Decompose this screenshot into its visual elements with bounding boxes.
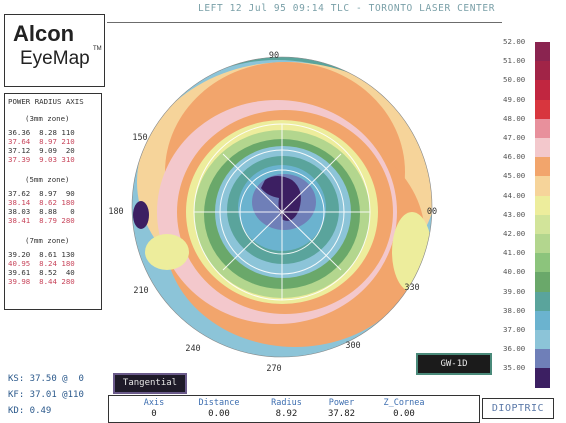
power-table-row: 37.62 8.97 90 (8, 189, 75, 198)
scale-label: 40.00 (503, 267, 526, 277)
distance-value: 0.00 (208, 409, 230, 419)
kf-readout: KF: 37.01 @110 (8, 390, 84, 400)
scale-swatch (535, 176, 550, 196)
zone-label: (7mm zone) (25, 236, 70, 245)
scale-label: 35.00 (503, 363, 526, 373)
scale-label: 52.00 (503, 37, 526, 46)
ks-readout: KS: 37.50 @ 0 (8, 374, 84, 384)
scale-swatch (535, 272, 550, 292)
scale-swatch (535, 368, 550, 388)
distance-header: Distance (198, 398, 240, 408)
power-table-row: 37.12 9.09 20 (8, 146, 75, 155)
power-table-row: 40.95 8.24 180 (8, 259, 75, 268)
scale-label: 41.00 (503, 248, 526, 258)
scale-label: 44.00 (503, 190, 526, 200)
power-table-row: 36.36 8.28 110 (8, 128, 75, 137)
logo-line2: EyeMap (20, 48, 90, 69)
scale-label: 49.00 (503, 94, 526, 104)
scale-swatch (535, 157, 550, 177)
radius-header: Radius (271, 398, 302, 408)
alcon-logo: Alcon EyeMap TM (4, 14, 105, 87)
scale-label: 43.00 (503, 209, 526, 219)
scale-label: 42.00 (503, 229, 526, 238)
scale-swatch (535, 234, 550, 254)
logo-tm: TM (93, 46, 102, 52)
zone-label: (3mm zone) (25, 114, 70, 123)
power-table-row: 38.41 8.79 280 (8, 216, 75, 225)
scale-label: 47.00 (503, 133, 526, 142)
power-table-row: 37.39 9.03 310 (8, 155, 75, 164)
cursor-readout-bar: Axis Distance Radius Power Z_Cornea 0 0.… (108, 395, 480, 423)
frame-line (107, 22, 502, 23)
scale-label: 48.00 (503, 113, 526, 123)
power-table-row: 39.98 8.44 280 (8, 277, 75, 286)
scale-swatch (535, 80, 550, 100)
axis-label-270: 270 (266, 364, 282, 374)
tangential-mode-button[interactable]: Tangential (113, 373, 187, 394)
z-cornea-header: Z_Cornea (383, 398, 425, 408)
scale-swatch (535, 99, 550, 119)
scale-swatch (535, 42, 550, 62)
axis-header: Axis (143, 398, 165, 408)
power-table-row: 38.14 8.62 180 (8, 198, 75, 207)
power-table-row: 39.61 8.52 40 (8, 268, 75, 277)
scale-label: 51.00 (503, 56, 526, 66)
scale-label: 45.00 (503, 171, 526, 181)
scale-swatch (535, 61, 550, 81)
scale-swatch (535, 214, 550, 234)
power-radius-axis-panel: POWER RADIUS AXIS (3mm zone) 36.36 8.28 11… (4, 93, 102, 310)
scale-label: 46.00 (503, 152, 526, 162)
scale-swatch (535, 138, 550, 158)
power-value: 37.82 (327, 409, 356, 419)
power-table-row: 39.20 8.61 130 (8, 250, 75, 259)
power-radius-axis-title: POWER RADIUS AXIS (8, 97, 84, 106)
gw-badge: GW-1D (416, 353, 492, 375)
topography-map[interactable] (127, 52, 437, 362)
scale-swatch (535, 253, 550, 273)
power-header: Power (328, 398, 355, 408)
scale-swatch (535, 195, 550, 215)
scale-label: 36.00 (503, 344, 526, 354)
scale-swatch (535, 291, 550, 311)
dioptric-units-button[interactable]: DIOPTRIC (482, 398, 554, 419)
zone-label: (5mm zone) (25, 175, 70, 184)
radius-value: 8.92 (275, 409, 298, 419)
power-table-row: 37.64 8.97 210 (8, 137, 75, 146)
dioptric-color-scale: 52.00 51.00 50.00 49.00 48.00 47.00 46.00 45.00… (503, 37, 563, 388)
scale-label: 38.00 (503, 305, 526, 315)
scale-label: 50.00 (503, 75, 526, 85)
scale-swatch (535, 349, 550, 369)
axis-label-180: 180 (108, 207, 124, 217)
scale-swatch (535, 330, 550, 350)
scale-swatch (535, 310, 550, 330)
z-cornea-value: 0.00 (393, 409, 415, 419)
logo-line1: Alcon (13, 21, 75, 46)
axis-value: 0 (151, 409, 157, 419)
kd-readout: KD: 0.49 (8, 406, 52, 416)
scale-label: 39.00 (503, 286, 526, 296)
scale-label: 37.00 (503, 325, 526, 334)
power-table-row: 38.03 8.88 0 (8, 207, 75, 216)
scale-swatch (535, 118, 550, 138)
header-title: LEFT 12 Jul 95 09:14 TLC - TORONTO LASER… (198, 3, 496, 14)
